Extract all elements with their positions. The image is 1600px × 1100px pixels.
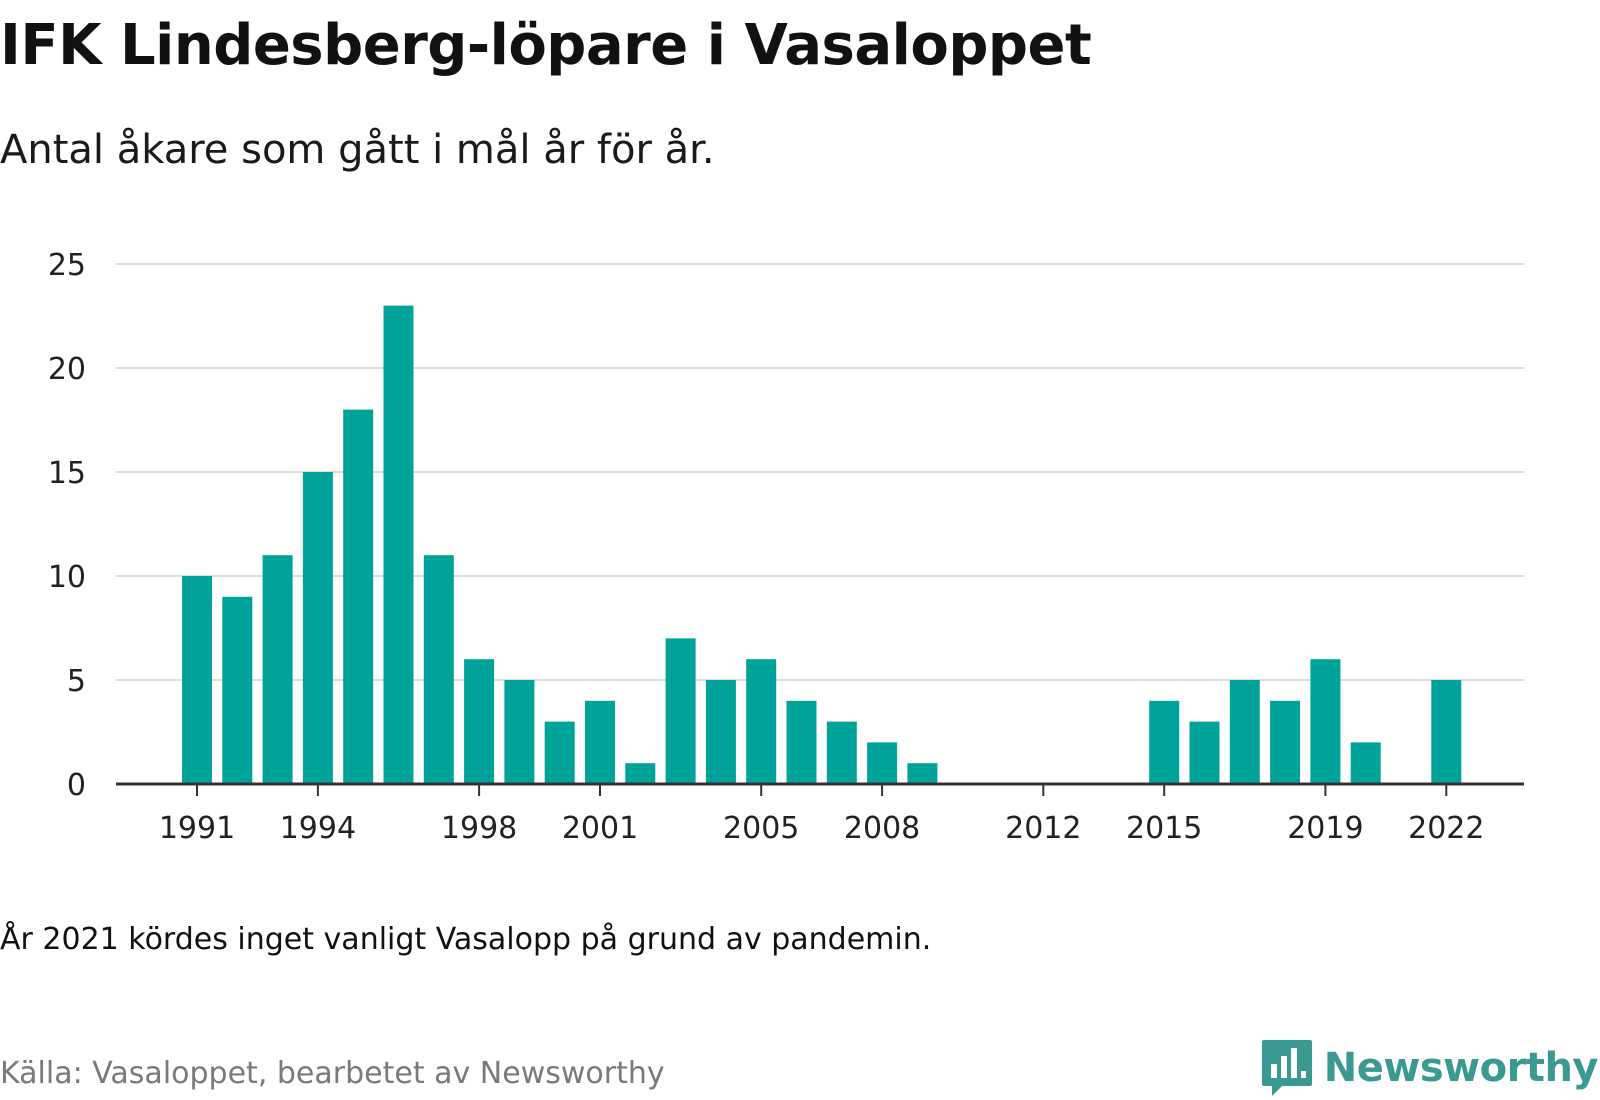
bar <box>222 596 253 784</box>
axes: 0 5 10 15 20 25 1991 1994 1998 2001 2005 2008 2012 20… <box>48 248 1524 846</box>
chart-note: År 2021 kördes inget vanligt Vasalopp på… <box>0 922 932 957</box>
bar <box>907 763 938 784</box>
x-tick-label: 2005 <box>723 811 799 846</box>
y-tick-label: 15 <box>48 456 86 491</box>
x-tick-label: 2019 <box>1287 811 1363 846</box>
x-tick-label: 2001 <box>562 811 638 846</box>
x-tick-label: 2015 <box>1126 811 1202 846</box>
y-tick-label: 10 <box>48 560 86 595</box>
newsworthy-logo-icon <box>1261 1040 1312 1096</box>
bar <box>746 659 777 784</box>
bar <box>343 409 374 784</box>
x-tick-label: 1994 <box>280 811 356 846</box>
brand-logo: Newsworthy <box>1260 1036 1599 1100</box>
bar <box>504 680 535 784</box>
chart-title: IFK Lindesberg-löpare i Vasaloppet <box>0 13 1092 78</box>
chart-subtitle: Antal åkare som gått i mål år för år. <box>0 127 715 173</box>
bar <box>826 721 857 784</box>
x-tick-label: 1998 <box>441 811 517 846</box>
bar <box>1149 700 1180 784</box>
bar <box>585 700 615 784</box>
x-tick-label: 2008 <box>844 811 920 846</box>
y-tick-label: 5 <box>67 664 86 699</box>
bar <box>302 472 333 784</box>
bar <box>786 700 817 784</box>
y-tick-label: 20 <box>48 352 86 387</box>
bar <box>262 555 293 784</box>
bar-chart: 0 5 10 15 20 25 1991 1994 1998 2001 2005 2008 2012 20… <box>48 248 1524 846</box>
y-tick-label: 25 <box>48 248 86 283</box>
bar <box>1270 700 1301 784</box>
bars <box>182 305 1462 784</box>
bar <box>625 763 656 784</box>
bar <box>464 659 495 784</box>
x-tick-label: 2012 <box>1005 811 1081 846</box>
bar <box>1431 680 1462 784</box>
bar <box>383 305 414 784</box>
source-credit: Källa: Vasaloppet, bearbetet av Newswort… <box>0 1056 665 1091</box>
bar <box>1229 680 1260 784</box>
bar <box>544 721 575 784</box>
bar <box>867 742 898 784</box>
bar <box>705 680 736 784</box>
bar <box>1350 742 1381 784</box>
bar <box>182 576 212 784</box>
bar <box>1189 721 1220 784</box>
bar <box>665 638 696 784</box>
x-tick-label: 2022 <box>1408 811 1484 846</box>
bar <box>423 555 454 784</box>
bar <box>1310 659 1341 784</box>
brand-name: Newsworthy <box>1323 1045 1599 1091</box>
x-tick-label: 1991 <box>159 811 235 846</box>
y-tick-label: 0 <box>67 768 86 803</box>
